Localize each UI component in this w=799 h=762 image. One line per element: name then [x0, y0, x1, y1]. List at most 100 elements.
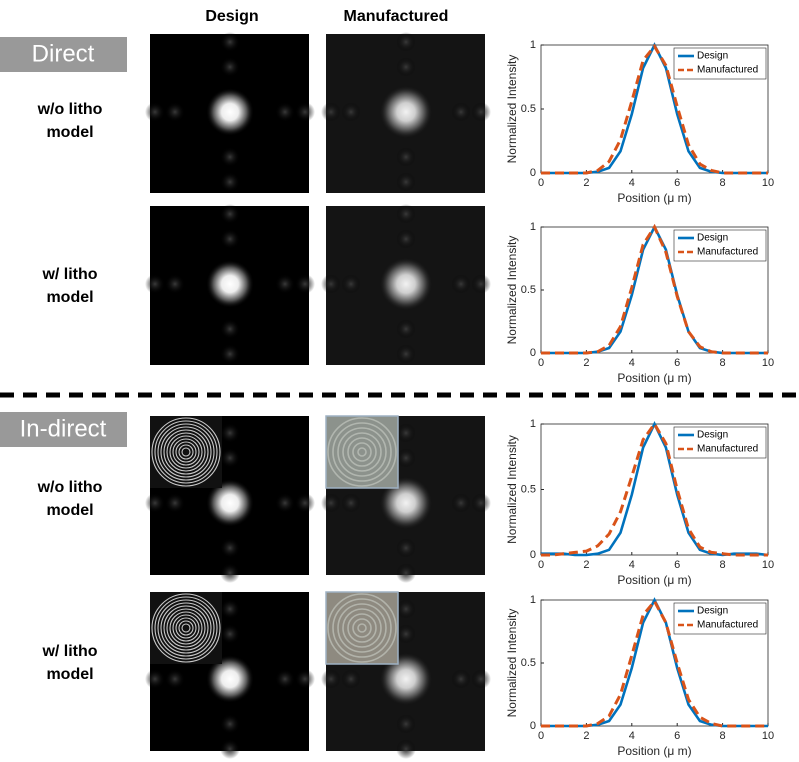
- inset-ring: [342, 432, 382, 472]
- x-axis-label: Position (μ m): [617, 191, 691, 205]
- section-label: Direct: [32, 40, 95, 67]
- side-lobe: [396, 714, 416, 734]
- y-axis-label: Normalized Intensity: [505, 55, 519, 164]
- side-lobe: [220, 599, 240, 619]
- inset-ring: [163, 605, 209, 651]
- side-lobe: [341, 274, 361, 294]
- side-lobe: [321, 669, 341, 689]
- column-header: Design: [205, 8, 258, 25]
- side-lobe: [396, 32, 416, 52]
- inset-ring: [342, 608, 382, 648]
- side-lobe: [145, 669, 165, 689]
- side-lobe: [471, 274, 491, 294]
- series-line: [541, 598, 768, 728]
- x-tick-label: 6: [674, 177, 680, 189]
- x-tick-label: 10: [762, 357, 774, 369]
- side-lobe: [220, 147, 240, 167]
- y-tick-label: 0.5: [521, 284, 536, 296]
- inset: [325, 591, 399, 665]
- y-tick-label: 1: [530, 221, 536, 233]
- focal-spot: [380, 258, 432, 310]
- x-tick-label: 10: [762, 730, 774, 742]
- side-lobe: [220, 538, 240, 558]
- side-lobe: [471, 669, 491, 689]
- row-label: model: [46, 502, 93, 519]
- side-lobe: [321, 102, 341, 122]
- side-lobe: [220, 624, 240, 644]
- inset-ring: [151, 593, 221, 663]
- side-lobe: [451, 102, 471, 122]
- side-lobe: [396, 344, 416, 364]
- column-header: Manufactured: [344, 8, 449, 25]
- x-tick-label: 8: [720, 177, 726, 189]
- x-axis-label: Position (μ m): [617, 744, 691, 758]
- legend-label: Design: [697, 51, 728, 62]
- y-axis-label: Normalized Intensity: [505, 609, 519, 718]
- side-lobe: [165, 274, 185, 294]
- side-lobe: [220, 423, 240, 443]
- inset-ring: [178, 620, 194, 636]
- legend-label: Design: [697, 233, 728, 244]
- side-lobe: [451, 669, 471, 689]
- side-lobe: [396, 57, 416, 77]
- side-lobe: [220, 172, 240, 192]
- y-tick-label: 0: [530, 720, 536, 732]
- row-label: w/ litho: [41, 643, 97, 660]
- side-lobe: [295, 669, 315, 689]
- section-box: [0, 412, 127, 447]
- side-lobe: [220, 229, 240, 249]
- legend-label: Design: [697, 430, 728, 441]
- side-lobe: [220, 739, 240, 759]
- x-tick-label: 8: [720, 559, 726, 571]
- inset-ring: [181, 623, 191, 633]
- side-lobe: [451, 274, 471, 294]
- inset-ring: [332, 422, 392, 482]
- inset-ring: [357, 447, 367, 457]
- y-tick-label: 1: [530, 594, 536, 606]
- inset-ring: [181, 447, 191, 457]
- series-line: [541, 43, 768, 175]
- row-label: model: [46, 666, 93, 683]
- focal-spot: [206, 88, 254, 136]
- legend-box: [673, 47, 767, 80]
- y-tick-label: 0.5: [521, 103, 536, 115]
- x-tick-label: 6: [674, 559, 680, 571]
- legend-box: [673, 602, 767, 635]
- legend-label: Design: [697, 606, 728, 617]
- x-tick-label: 4: [629, 357, 635, 369]
- inset-ring: [172, 438, 200, 466]
- side-lobe: [396, 538, 416, 558]
- x-tick-label: 2: [583, 559, 589, 571]
- side-lobe: [341, 669, 361, 689]
- side-lobe: [471, 102, 491, 122]
- legend-label: Manufactured: [697, 620, 758, 631]
- inset-ring: [347, 437, 377, 467]
- inset-ring: [160, 602, 212, 654]
- x-tick-label: 6: [674, 730, 680, 742]
- side-lobe: [321, 274, 341, 294]
- inset-ring: [157, 423, 215, 481]
- section-box: [0, 37, 127, 72]
- inset: [325, 415, 399, 489]
- legend-label: Manufactured: [697, 247, 758, 258]
- inset-ring: [332, 598, 392, 658]
- inset-ring: [166, 608, 206, 648]
- row-label: model: [46, 289, 93, 306]
- x-tick-label: 0: [538, 357, 544, 369]
- side-lobe: [396, 423, 416, 443]
- x-tick-label: 2: [583, 177, 589, 189]
- side-lobe: [451, 493, 471, 513]
- side-lobe: [295, 102, 315, 122]
- side-lobe: [145, 493, 165, 513]
- x-axis-label: Position (μ m): [617, 573, 691, 587]
- y-tick-label: 0.5: [521, 483, 536, 495]
- x-tick-label: 0: [538, 177, 544, 189]
- row-label: model: [46, 124, 93, 141]
- side-lobe: [321, 493, 341, 513]
- y-tick-label: 1: [530, 39, 536, 51]
- side-lobe: [295, 493, 315, 513]
- inset-ring: [154, 596, 218, 660]
- side-lobe: [165, 493, 185, 513]
- side-lobe: [396, 448, 416, 468]
- inset-ring: [352, 618, 372, 638]
